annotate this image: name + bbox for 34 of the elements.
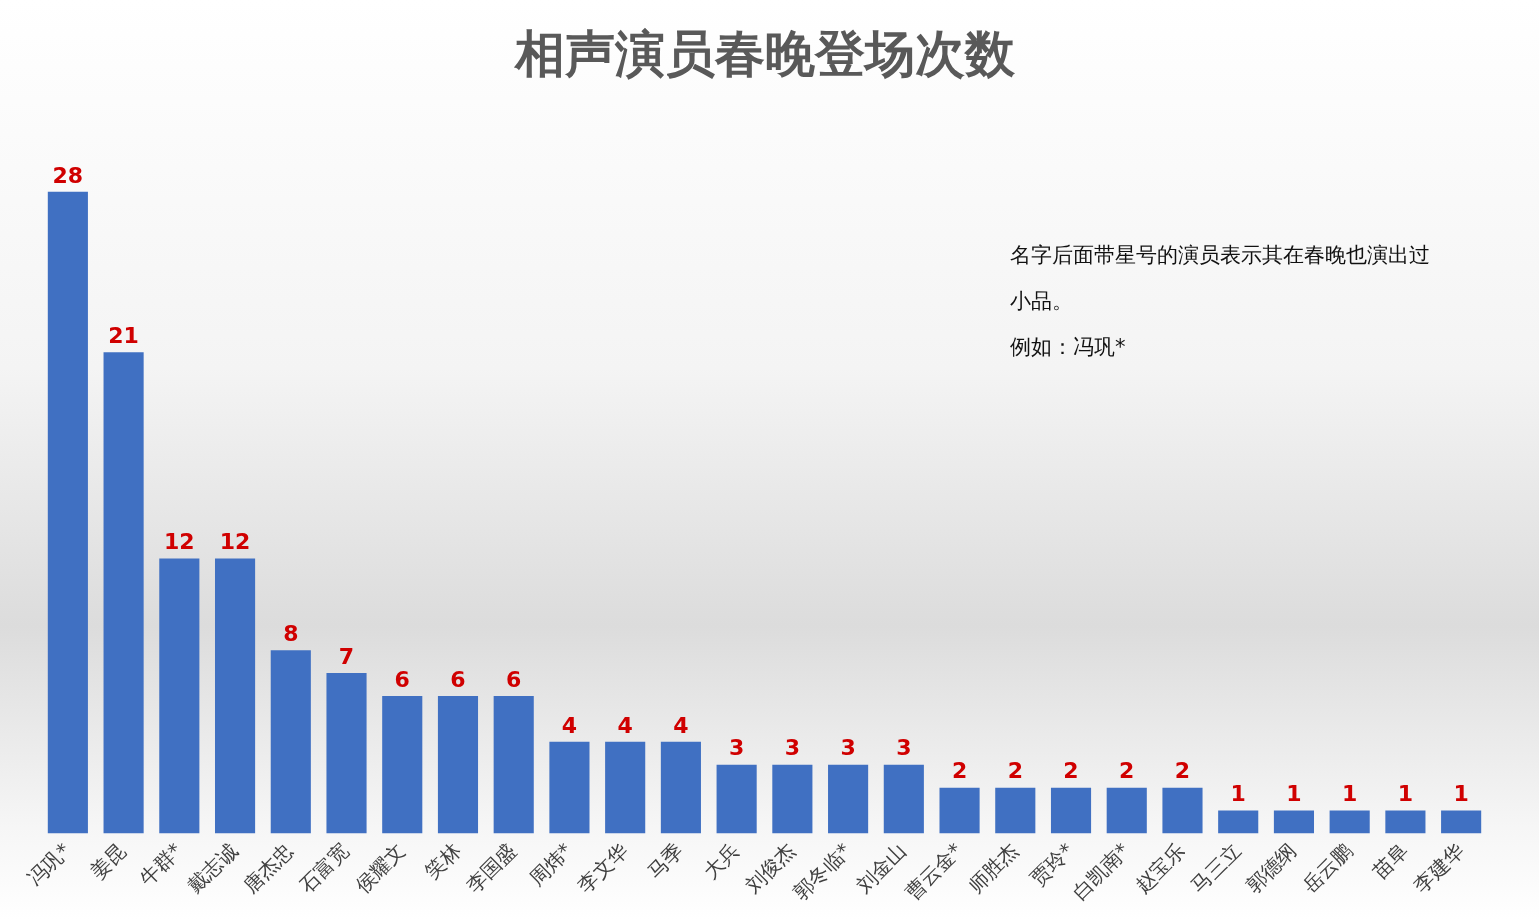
data-label: 2 <box>1119 758 1135 784</box>
chart-title: 相声演员春晚登场次数 <box>512 24 1016 83</box>
data-label: 3 <box>784 735 801 761</box>
data-label: 4 <box>673 712 689 738</box>
data-label: 6 <box>506 666 522 692</box>
data-label: 4 <box>617 712 633 738</box>
x-tick-label: 大兵 <box>698 838 744 884</box>
data-label: 21 <box>108 322 139 348</box>
data-label: 8 <box>283 620 299 646</box>
data-label: 1 <box>1286 781 1302 807</box>
data-label: 12 <box>219 529 251 555</box>
data-label: 3 <box>896 735 912 761</box>
x-tick-label: 马季 <box>642 838 689 884</box>
x-tick-label: 冯巩* <box>22 838 76 891</box>
data-label: 2 <box>1174 758 1191 784</box>
data-label: 6 <box>450 666 466 692</box>
data-label: 3 <box>728 735 745 761</box>
annotation: 例如：冯巩* <box>1010 334 1127 361</box>
data-label: 7 <box>338 643 355 669</box>
data-label: 4 <box>561 712 578 738</box>
x-tick-label: 姜昆 <box>85 838 131 884</box>
data-label: 6 <box>394 666 410 692</box>
data-label: 3 <box>840 735 856 761</box>
x-tick-label: 师胜杰 <box>963 838 1023 898</box>
data-label: 1 <box>1342 781 1358 807</box>
data-label: 12 <box>164 529 195 555</box>
data-label: 28 <box>52 162 84 188</box>
annotation: 名字后面带星号的演员表示其在春晚也演出过小品。 <box>1010 242 1431 315</box>
data-label: 1 <box>1397 781 1414 807</box>
data-label: 2 <box>1063 758 1079 784</box>
data-label: 1 <box>1230 781 1246 807</box>
data-label: 1 <box>1453 781 1469 807</box>
data-label: 2 <box>1007 758 1023 784</box>
data-label: 2 <box>951 758 968 784</box>
